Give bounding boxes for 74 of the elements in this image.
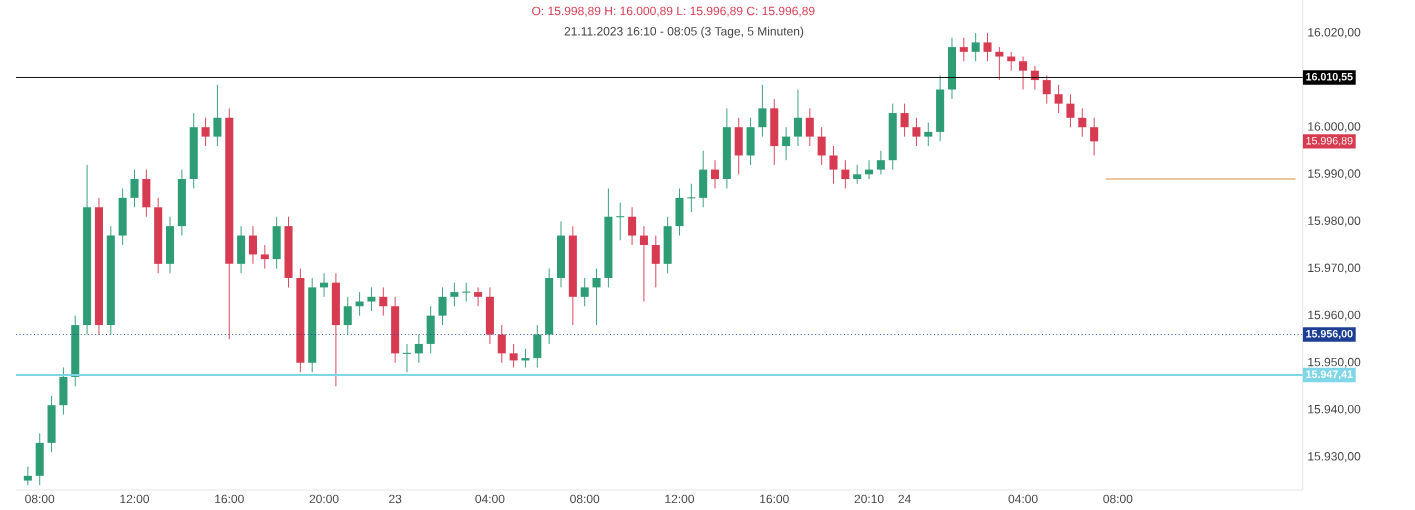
x-tick-label: 23: [389, 494, 402, 504]
candlestick: [1042, 74, 1051, 105]
x-tick-label: 16:00: [215, 494, 244, 504]
candlestick: [474, 286, 483, 307]
candlestick: [1090, 117, 1099, 156]
y-tick-label: 15.980,00: [1308, 216, 1361, 227]
y-tick-label: 16.000,00: [1308, 122, 1361, 133]
chart-title: O: 15.998,89 H: 16.000,89 L: 15.996,89 C: 15.996,89: [532, 6, 815, 17]
candlestick: [1066, 93, 1075, 128]
candlestick: [711, 159, 720, 189]
candlestick: [876, 150, 885, 175]
candlestick: [497, 324, 506, 364]
x-tick-label: 08:00: [25, 494, 55, 504]
y-tick-label: 15.930,00: [1308, 452, 1361, 462]
candlestick: [438, 286, 447, 326]
candlestick: [829, 145, 838, 185]
candlestick: [1078, 107, 1087, 138]
candlestick: [1054, 84, 1063, 114]
candlestick: [924, 122, 933, 147]
candlestick: [959, 37, 968, 62]
x-tick-label: 08:00: [570, 494, 600, 504]
y-tick-label: 16.020,00: [1308, 28, 1361, 38]
candlestick: [260, 244, 269, 270]
candlestick: [450, 282, 459, 307]
x-tick-label: 08:00: [1103, 494, 1133, 504]
candlestick: [367, 286, 376, 312]
candlestick: [379, 286, 388, 317]
candlestick: [983, 32, 992, 62]
candlestick: [533, 324, 542, 368]
x-tick-label: 20:10: [854, 494, 884, 504]
candlestick: [580, 277, 589, 307]
candlestick: [805, 107, 814, 147]
ref-line-label: 15.947,41: [1306, 370, 1353, 380]
text: 21.11.2023 16:10 - 08:05 (3 Tage, 5 Minuten): [564, 26, 804, 38]
ref-line-label: 15.956,00: [1306, 329, 1353, 340]
candlestick: [201, 117, 210, 147]
x-tick-label: 12:00: [665, 494, 695, 504]
candlestick: [651, 235, 660, 288]
candlestick: [853, 164, 862, 185]
candlestick: [414, 334, 423, 364]
candlestick: [971, 32, 980, 62]
candlestick: [793, 89, 802, 147]
x-tick-label: 04:00: [1008, 494, 1038, 504]
y-tick-label: 15.960,00: [1308, 310, 1361, 321]
candlestick: [213, 84, 222, 147]
candlestick: [912, 117, 921, 147]
x-tick-label: 12:00: [120, 494, 150, 504]
x-tick-label: 16:00: [760, 494, 789, 504]
candlestick: [343, 296, 352, 335]
y-tick-label: 15.990,00: [1308, 169, 1361, 180]
candlestick: [758, 84, 767, 138]
candlestick: [639, 225, 648, 302]
y-tick-label: 15.940,00: [1308, 404, 1361, 415]
text: 15.996,89: [1306, 136, 1353, 146]
y-tick-label: 15.970,00: [1308, 263, 1361, 274]
candlestick: [248, 225, 257, 265]
candlestick: [686, 183, 696, 213]
x-tick-label: 20:00: [309, 494, 339, 504]
candlestick: [509, 343, 518, 368]
candlestick: [130, 169, 139, 208]
candlestick: [841, 159, 850, 189]
x-tick-label: 24: [898, 494, 911, 504]
candlestick: [461, 282, 471, 302]
candlestick: [817, 126, 826, 166]
y-tick-label: 15.950,00: [1308, 357, 1361, 368]
candlestick: [592, 268, 601, 326]
candlestick: [628, 206, 637, 246]
candlestick: [1019, 56, 1028, 90]
candlestick: [900, 103, 909, 138]
candlestick: [782, 126, 791, 161]
candlestick: [23, 465, 32, 486]
x-tick-label: 04:00: [475, 494, 505, 504]
ref-line-label: 16.010,55: [1306, 72, 1353, 83]
candlestick: [995, 46, 1004, 81]
